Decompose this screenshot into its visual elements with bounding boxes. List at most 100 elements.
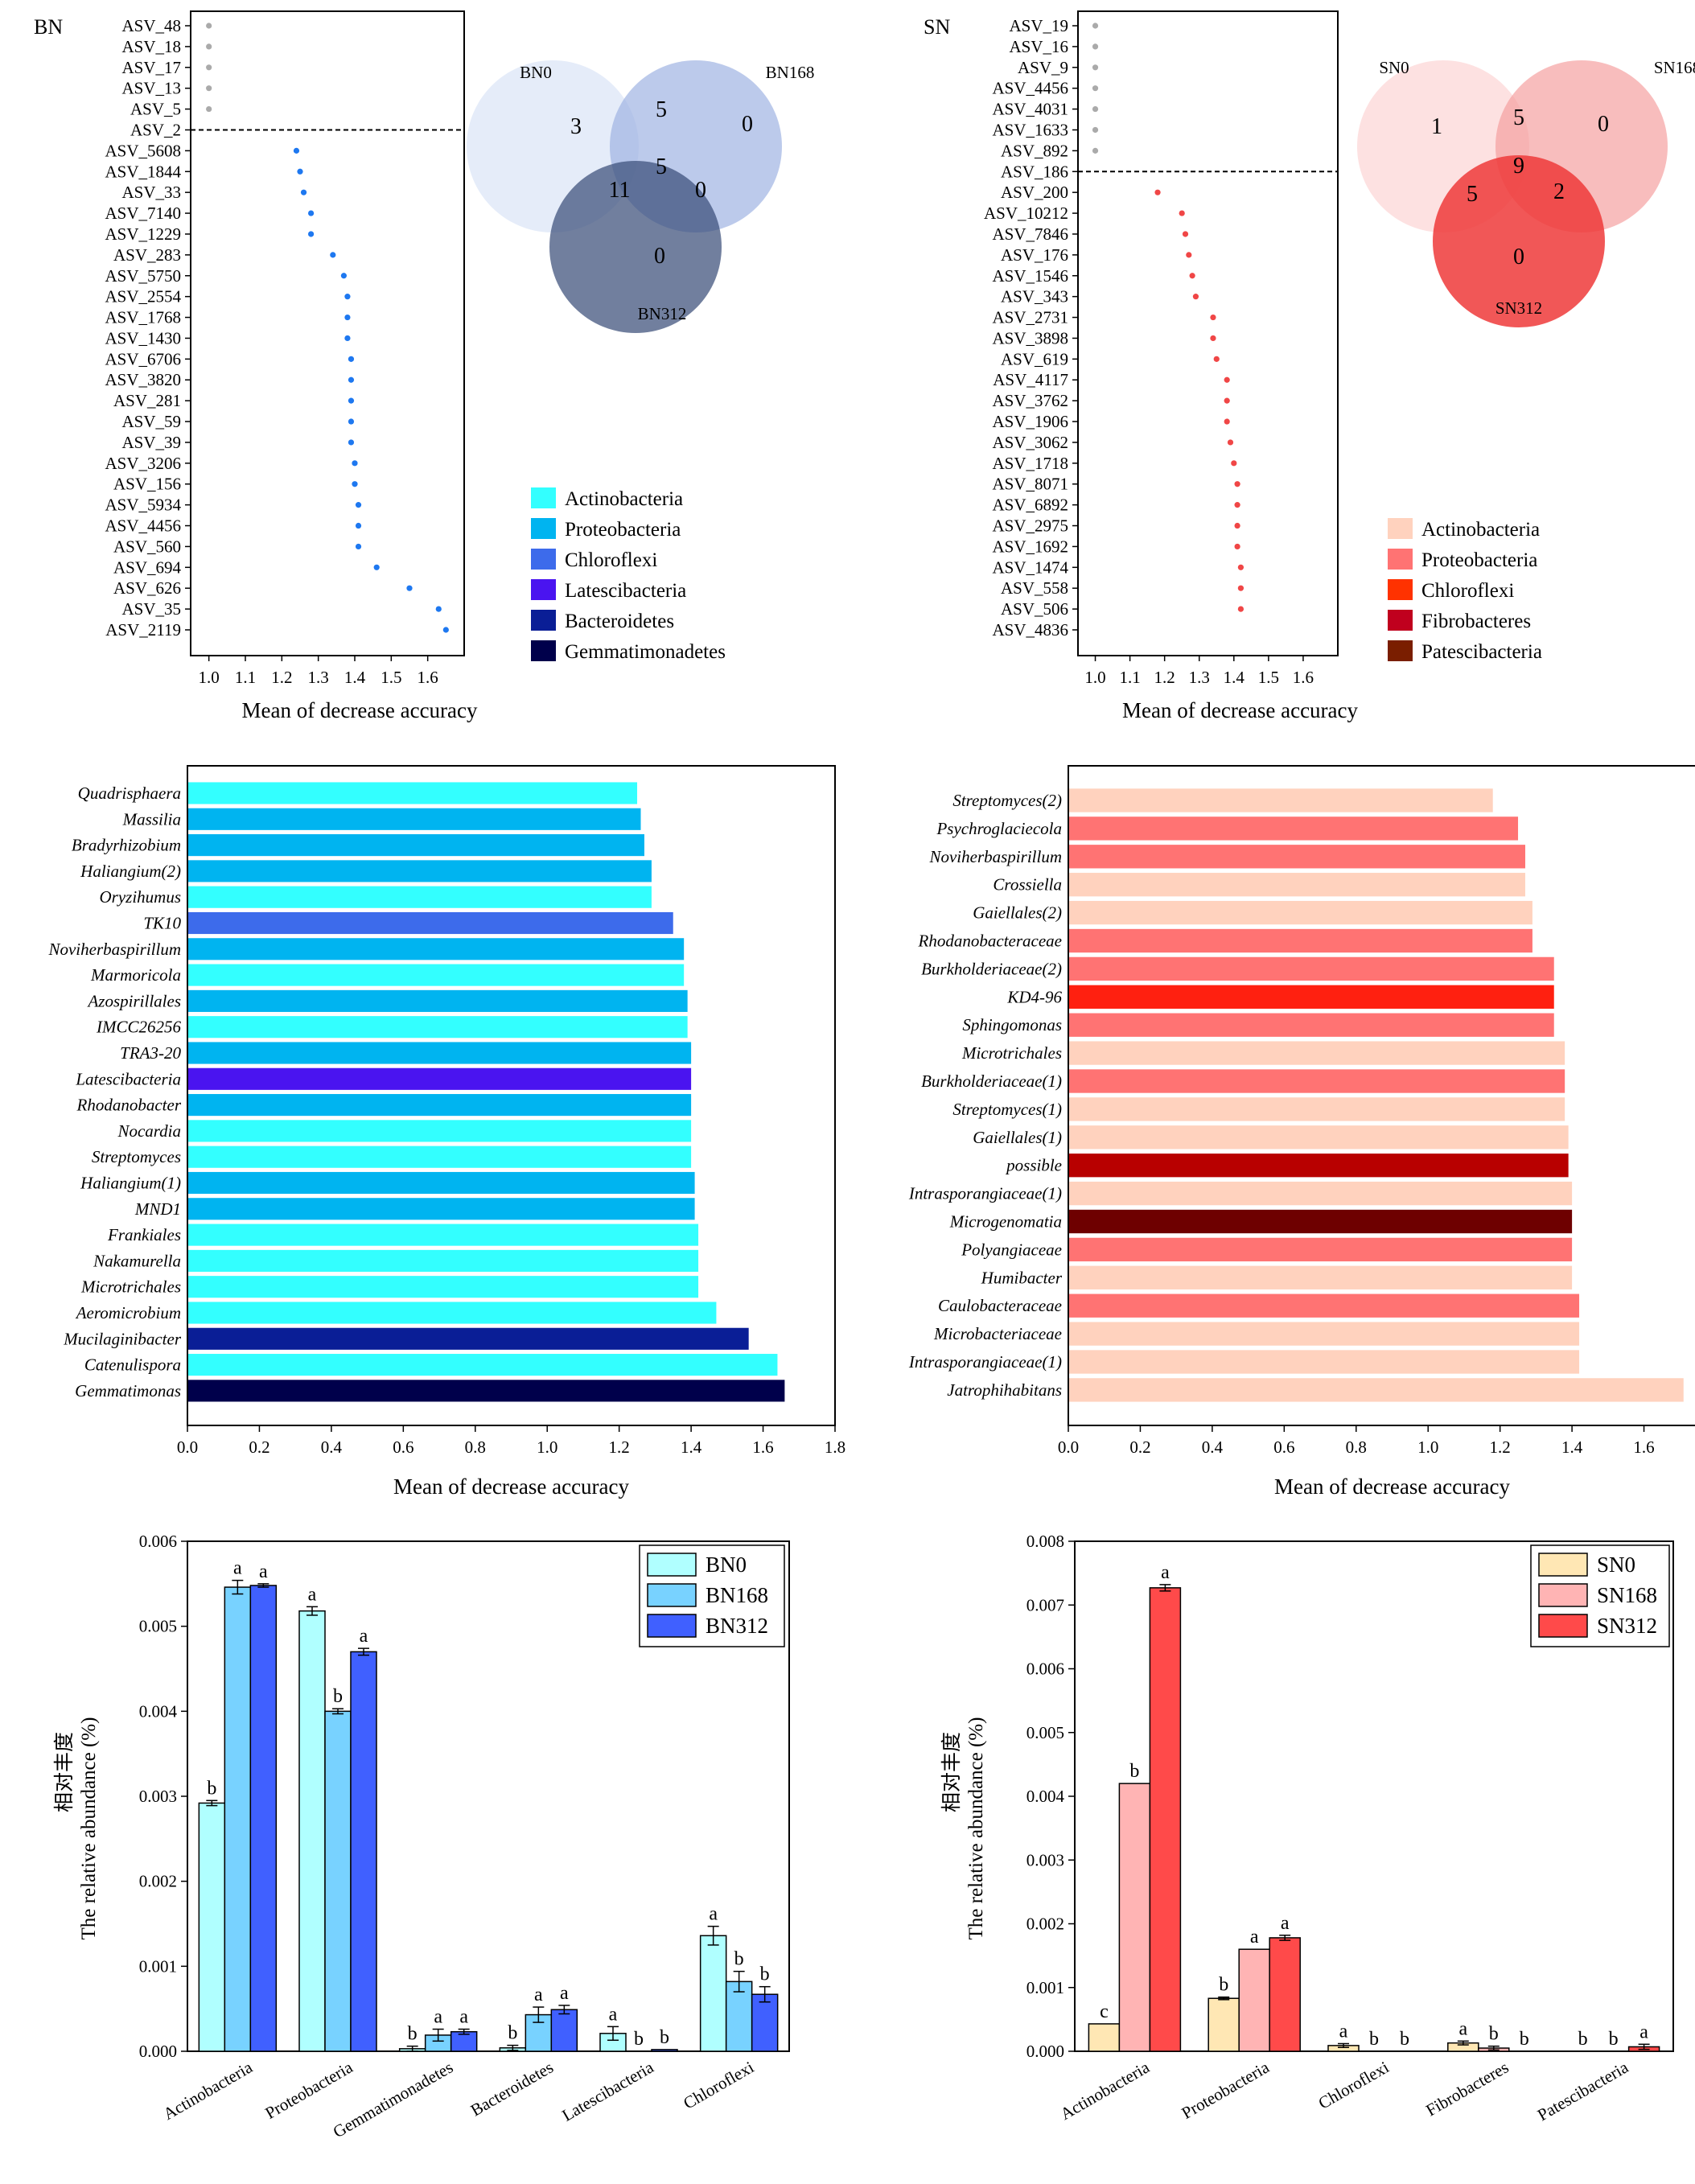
y-tick-label: Crossiella (993, 875, 1062, 895)
significance-letter: b (660, 2027, 669, 2048)
y-tick-label: Azospirillales (86, 991, 181, 1010)
bar (188, 782, 638, 804)
y-tick-label: Gemmatimonas (75, 1381, 181, 1400)
legend-swatch (1538, 1553, 1588, 1577)
bar-BN0 (298, 1610, 326, 2052)
y-tick-label: Latescibacteria (75, 1069, 181, 1088)
y-tick-label: ASV_59 (121, 412, 181, 431)
data-point (1186, 252, 1192, 258)
significance-letter: a (560, 1983, 569, 2004)
data-point (1092, 126, 1099, 134)
bar (1069, 1350, 1580, 1374)
legend-label: SN168 (1597, 1583, 1657, 1607)
significance-letter: a (1458, 2018, 1467, 2039)
bar-BN312 (751, 1993, 779, 2052)
legend-swatch (531, 579, 556, 600)
y-tick-label: Burkholderiaceae(2) (921, 959, 1062, 978)
data-point (352, 481, 358, 487)
x-tick-label: 1.5 (1258, 668, 1279, 687)
data-point (206, 23, 212, 29)
y-tick-label: ASV_2 (130, 120, 181, 139)
y-tick-label: ASV_1718 (992, 454, 1068, 473)
y-tick-label: possible (1005, 1156, 1062, 1175)
y-tick-label: ASV_48 (121, 16, 181, 35)
legend-label: SN312 (1597, 1614, 1657, 1638)
data-point (1092, 64, 1099, 71)
x-tick-label: 0.6 (1273, 1437, 1294, 1457)
y-tick-label: Nocardia (117, 1121, 181, 1141)
y-tick-label: ASV_1633 (992, 120, 1068, 139)
significance-letter: b (1609, 2029, 1619, 2050)
y-tick-label: ASV_1906 (992, 412, 1068, 431)
data-point (1182, 231, 1189, 237)
legend-swatch (1538, 1583, 1588, 1607)
data-point (297, 168, 303, 175)
y-tick-label: Oryzihumus (99, 887, 181, 907)
y-tick-label: 0.006 (139, 1532, 177, 1551)
data-point (330, 252, 336, 258)
x-axis-title: Mean of decrease accuracy (393, 1475, 630, 1499)
x-axis-title: Mean of decrease accuracy (1274, 1475, 1511, 1499)
data-point (1237, 585, 1245, 591)
x-tick-label: 1.2 (1490, 1437, 1511, 1457)
y-tick-label: Noviherbaspirillum (47, 940, 181, 959)
y-axis-title: The relative abundance (%) (78, 1717, 100, 1940)
data-point (1092, 85, 1099, 92)
significance-letter: b (508, 2023, 517, 2044)
significance-letter: a (233, 1558, 242, 1579)
venn-region-count: 5 (656, 154, 667, 179)
significance-letter: a (609, 2004, 618, 2025)
x-tick-label: 1.2 (271, 668, 292, 687)
y-tick-label: Quadrisphaera (78, 784, 181, 803)
x-tick-label: 1.4 (1224, 668, 1245, 687)
bar (188, 1016, 688, 1039)
legend-swatch (1388, 518, 1413, 539)
bar (1069, 1237, 1573, 1262)
venn-region-count: 0 (1598, 112, 1609, 137)
venn-region-count: 0 (654, 244, 665, 269)
y-tick-label: ASV_1692 (992, 537, 1068, 556)
significance-letter: a (308, 1584, 317, 1605)
y-tick-label: Marmoricola (90, 965, 181, 985)
y-tick-label: ASV_3062 (992, 433, 1068, 452)
plot-frame (187, 765, 836, 1426)
data-point (348, 418, 355, 425)
data-point (1234, 522, 1240, 529)
y-tick-label: ASV_619 (1001, 349, 1068, 368)
data-point (1154, 189, 1161, 195)
y-tick-label: Streptomyces(1) (952, 1100, 1062, 1119)
y-tick-label: ASV_2975 (992, 516, 1068, 536)
data-point (206, 64, 212, 71)
x-tick-label: 1.6 (1293, 668, 1314, 687)
y-tick-label: Gaiellales(1) (973, 1128, 1062, 1147)
significance-letter: b (734, 1949, 744, 1970)
y-tick-label: Burkholderiaceae(1) (921, 1071, 1062, 1091)
y-tick-label: Rhodanobacter (76, 1096, 182, 1115)
bar-BN312 (249, 1585, 278, 2052)
x-tick-label: Actinobacteria (160, 2057, 257, 2124)
venn-set-label: BN312 (638, 304, 687, 323)
bar (1069, 1069, 1565, 1093)
sn-phylum-legend: Actinobacteria Proteobacteria Chloroflexi F… (1388, 518, 1542, 663)
y-tick-label: ASV_2554 (105, 287, 181, 306)
x-tick-label: 0.0 (177, 1437, 198, 1457)
significance-letter: a (534, 1985, 543, 2005)
bar (188, 1042, 692, 1064)
bar (188, 1327, 749, 1350)
venn-region-count: 5 (656, 97, 667, 122)
x-tick-label: 1.3 (1189, 668, 1210, 687)
y-tick-label: Microtrichales (961, 1043, 1062, 1063)
data-point (442, 627, 449, 633)
y-tick-label: 0.002 (139, 1872, 177, 1891)
x-axis-title: Mean of decrease accuracy (1122, 698, 1359, 722)
x-tick-label: 1.2 (1154, 668, 1175, 687)
x-tick-label: 0.8 (1346, 1437, 1367, 1457)
significance-letter: b (333, 1686, 343, 1707)
venn-circle-SN312 (1433, 155, 1605, 327)
y-tick-label: ASV_1474 (992, 557, 1068, 577)
bn-panel-label: BN (34, 15, 63, 39)
bar (188, 1067, 692, 1090)
legend-swatch (1388, 549, 1413, 570)
y-tick-label: ASV_18 (121, 37, 181, 56)
